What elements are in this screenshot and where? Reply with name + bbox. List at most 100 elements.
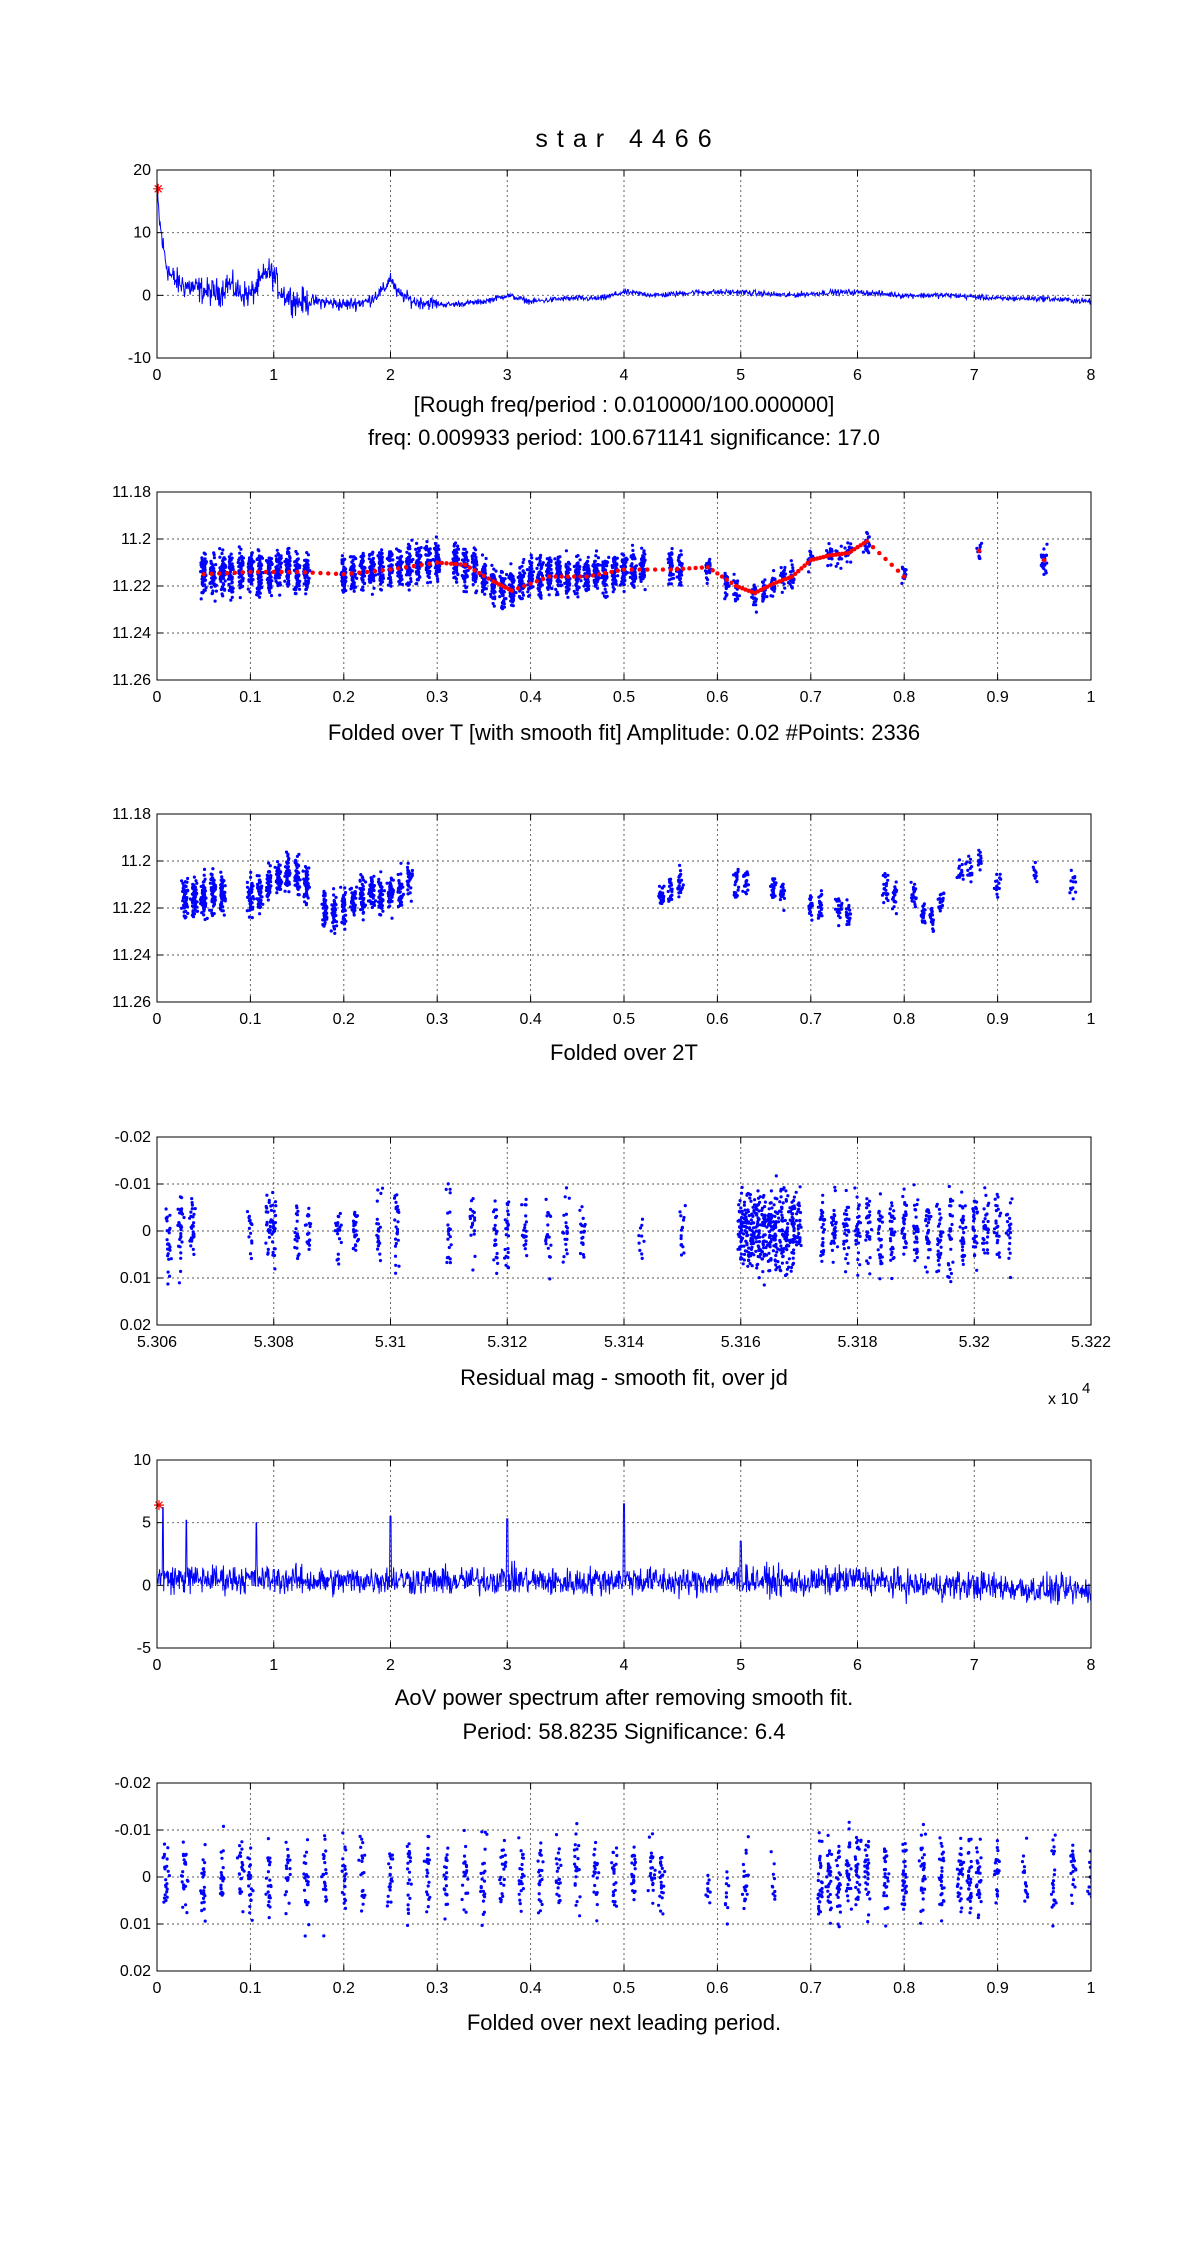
data-point	[257, 589, 261, 593]
data-point	[324, 904, 328, 909]
data-point	[274, 579, 278, 583]
data-point-column	[385, 876, 395, 920]
data-point	[332, 898, 336, 903]
data-point	[508, 574, 512, 578]
data-point	[247, 915, 251, 919]
data-point	[1071, 897, 1075, 901]
data-point	[296, 1209, 300, 1213]
data-point	[528, 575, 532, 579]
data-point	[771, 895, 776, 899]
smooth-fit-point	[248, 569, 253, 575]
y-tick-label: 11.2	[121, 853, 151, 870]
x-tick-label: 0.2	[333, 689, 355, 706]
data-point	[227, 555, 231, 559]
data-point	[378, 893, 382, 897]
data-point	[223, 588, 227, 592]
data-point	[498, 574, 502, 579]
data-point	[286, 865, 290, 869]
data-point	[657, 884, 662, 888]
data-point	[258, 878, 262, 882]
data-point	[212, 878, 216, 882]
data-point	[274, 554, 278, 558]
data-point-column	[245, 1210, 254, 1261]
data-point	[259, 898, 263, 903]
data-point	[535, 566, 539, 571]
data-point	[227, 576, 232, 581]
data-point	[553, 557, 557, 561]
data-point	[250, 887, 254, 892]
data-point	[436, 568, 440, 572]
data-point	[399, 900, 404, 904]
data-point-column	[833, 897, 844, 928]
data-point	[274, 1204, 278, 1208]
data-point	[1069, 868, 1073, 873]
data-point	[732, 572, 736, 576]
data-point	[272, 1224, 276, 1228]
data-point	[355, 885, 359, 889]
data-point	[566, 571, 570, 575]
data-point	[284, 557, 288, 561]
data-point	[399, 894, 403, 898]
data-point	[212, 881, 216, 886]
data-point-column	[264, 1193, 273, 1256]
data-point	[273, 865, 277, 869]
data-point	[601, 566, 605, 570]
data-point	[586, 583, 590, 587]
data-point	[352, 575, 356, 579]
data-point	[210, 892, 214, 896]
data-point	[454, 548, 458, 552]
data-point	[360, 566, 364, 570]
data-point-column	[292, 549, 302, 596]
data-point	[229, 574, 233, 578]
data-point	[341, 905, 345, 909]
data-point	[362, 554, 366, 558]
data-point-column	[320, 889, 329, 928]
x-tick-label: 6	[853, 367, 862, 384]
data-point	[331, 910, 335, 914]
data-point-column	[928, 906, 936, 934]
data-point	[979, 854, 983, 858]
data-point	[192, 875, 196, 879]
data-point	[839, 544, 843, 548]
data-point	[367, 557, 371, 561]
data-point	[370, 592, 374, 596]
smooth-fit-point	[467, 565, 473, 570]
smooth-fit-point	[571, 574, 577, 579]
data-point	[295, 552, 299, 556]
data-point	[361, 918, 365, 922]
data-point	[249, 875, 253, 880]
data-point	[518, 596, 522, 600]
data-point	[463, 547, 467, 551]
data-point	[295, 566, 299, 570]
data-point-column	[1068, 868, 1078, 901]
data-point	[220, 887, 224, 891]
data-point	[886, 878, 890, 882]
data-point	[595, 566, 599, 571]
data-point	[267, 1200, 271, 1205]
data-point-column	[1031, 860, 1039, 884]
data-point	[283, 579, 287, 583]
data-point	[942, 891, 946, 896]
data-point	[473, 560, 477, 564]
data-point	[297, 580, 301, 584]
data-point	[256, 897, 260, 901]
data-point	[461, 551, 465, 556]
smooth-fit-point	[1042, 557, 1047, 563]
data-point	[504, 597, 508, 601]
data-point	[494, 569, 498, 573]
smooth-fit-point	[629, 567, 634, 572]
data-point	[269, 1218, 273, 1222]
data-point	[379, 588, 383, 592]
data-point	[507, 583, 511, 587]
data-point	[361, 907, 365, 911]
data-point	[607, 555, 611, 560]
data-point	[576, 595, 580, 599]
data-point-column	[553, 555, 564, 597]
data-point	[363, 581, 367, 585]
data-point	[539, 563, 544, 567]
data-point	[301, 869, 305, 873]
smooth-fit-point	[427, 561, 432, 566]
data-point	[780, 890, 784, 894]
data-point	[350, 899, 354, 903]
data-point	[512, 594, 516, 598]
